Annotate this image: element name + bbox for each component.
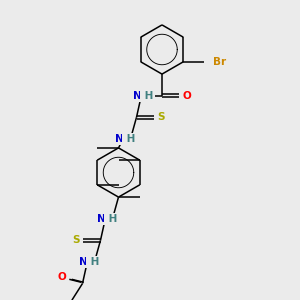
Text: S: S — [158, 112, 165, 122]
Text: H: H — [141, 91, 154, 101]
Text: H: H — [87, 257, 100, 267]
Text: N: N — [79, 257, 87, 267]
Text: H: H — [105, 214, 118, 224]
Text: O: O — [58, 272, 67, 282]
Text: O: O — [182, 91, 191, 101]
Text: H: H — [123, 134, 136, 144]
Text: N: N — [133, 91, 141, 101]
Text: Br: Br — [213, 57, 226, 67]
Text: N: N — [115, 134, 123, 144]
Text: N: N — [97, 214, 105, 224]
Text: S: S — [72, 235, 80, 245]
